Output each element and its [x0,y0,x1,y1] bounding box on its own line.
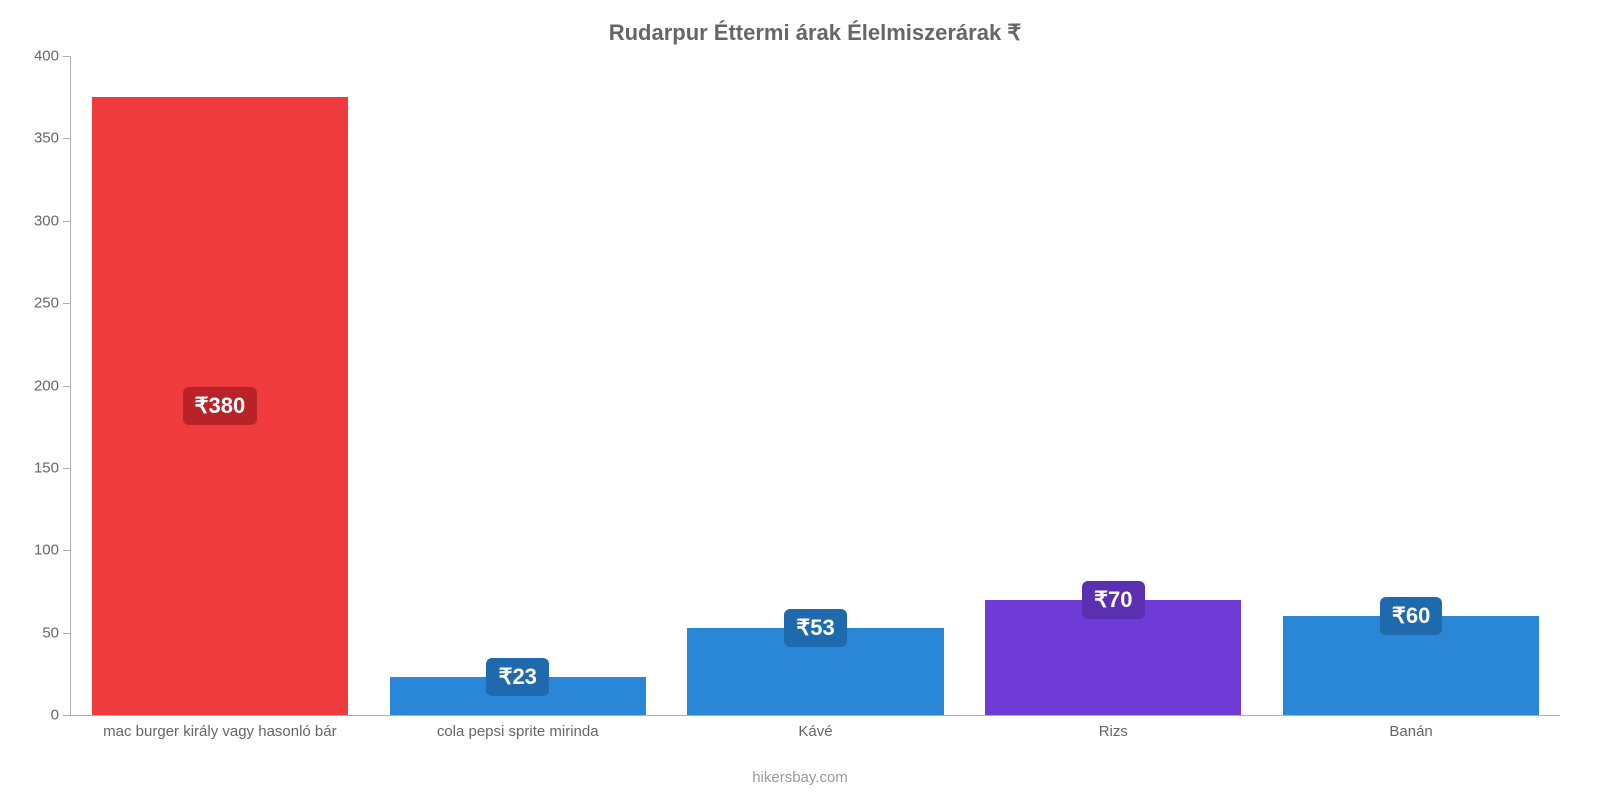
bars-container: ₹380 ₹23 ₹53 ₹70 ₹60 [71,56,1560,715]
source-label: hikersbay.com [0,769,1600,786]
bar: ₹380 [92,97,348,715]
x-label: Kávé [667,723,965,740]
y-tick-label: 0 [51,707,71,724]
bar-slot: ₹23 [369,56,667,715]
bar: ₹70 [985,600,1241,715]
x-label: mac burger király vagy hasonló bár [71,723,369,740]
bar-value-badge: ₹70 [1082,581,1144,619]
y-tick-label: 150 [34,459,71,476]
y-tick-label: 100 [34,542,71,559]
y-tick-label: 400 [34,48,71,65]
bar: ₹53 [687,628,943,715]
y-tick-label: 350 [34,130,71,147]
chart-title: Rudarpur Éttermi árak Élelmiszerárak ₹ [70,20,1560,46]
y-tick-label: 250 [34,295,71,312]
bar-value-badge: ₹53 [784,609,846,647]
bar-value-badge: ₹23 [486,658,548,696]
x-label: Banán [1262,723,1560,740]
bar-value-badge: ₹380 [183,387,258,425]
y-tick-label: 50 [42,624,71,641]
bar-slot: ₹70 [964,56,1262,715]
x-labels: mac burger király vagy hasonló bárcola p… [71,723,1560,740]
price-bar-chart: Rudarpur Éttermi árak Élelmiszerárak ₹ ₹… [0,0,1600,800]
y-tick-label: 300 [34,212,71,229]
y-tick-label: 200 [34,377,71,394]
bar-slot: ₹60 [1262,56,1560,715]
bar-slot: ₹380 [71,56,369,715]
bar-value-badge: ₹60 [1380,597,1442,635]
bar-slot: ₹53 [667,56,965,715]
bar: ₹60 [1283,616,1539,715]
bar: ₹23 [390,677,646,715]
plot-area: ₹380₹23₹53₹70₹60 mac burger király vagy … [70,56,1560,716]
x-label: Rizs [964,723,1262,740]
x-label: cola pepsi sprite mirinda [369,723,667,740]
